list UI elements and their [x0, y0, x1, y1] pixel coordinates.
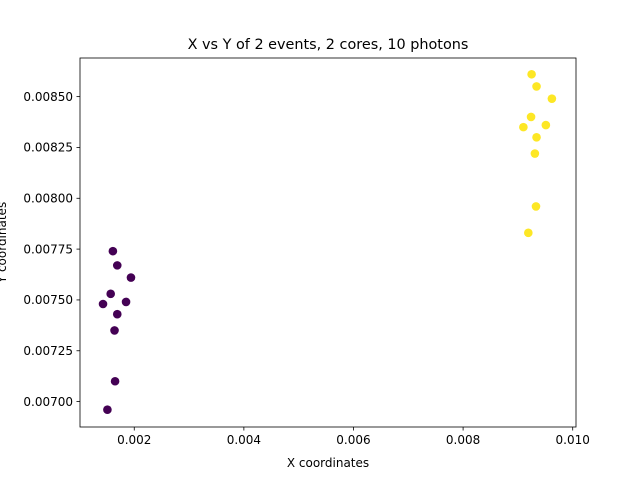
x-tick-label: 0.010	[556, 433, 590, 447]
ticks-layer: 0.002 0.004 0.006 0.008 0.010 0.00700 0.00725 0…	[23, 90, 590, 447]
scatter-point-1	[98, 299, 108, 309]
x-tick-label: 0.006	[336, 433, 370, 447]
x-tick-label: 0.004	[227, 433, 261, 447]
scatter-point-1	[106, 289, 115, 299]
scatter-point-2	[524, 228, 533, 238]
scatter-point-1	[110, 326, 119, 335]
y-tick-label: 0.00725	[23, 344, 73, 358]
scatter-point-1	[103, 405, 112, 415]
scatter-point-2	[527, 69, 536, 79]
y-tick-label: 0.00800	[23, 191, 73, 205]
plot-area-frame	[79, 57, 577, 428]
y-tick-label: 0.00775	[23, 242, 73, 256]
y-axis-label: Y coordinates	[0, 202, 9, 284]
scatter-point-1	[112, 309, 122, 319]
points-layer	[98, 69, 557, 415]
scatter-point-1	[121, 297, 131, 307]
scatter-point-2	[519, 122, 528, 132]
scatter-point-1	[126, 273, 136, 282]
scatter-point-1	[110, 376, 120, 386]
scatter-point-1	[112, 261, 122, 270]
x-tick-label: 0.008	[446, 433, 480, 447]
x-axis-label: X coordinates	[287, 456, 369, 470]
scatter-point-2	[531, 202, 541, 211]
y-tick-label: 0.00750	[23, 293, 73, 307]
scatter-point-2	[547, 94, 557, 103]
y-tick-label: 0.00700	[23, 395, 73, 409]
y-tick-label: 0.00825	[23, 141, 73, 155]
scatter-point-2	[541, 120, 551, 130]
scatter-point-2	[532, 82, 541, 91]
y-tick-label: 0.00850	[23, 90, 73, 104]
scatter-point-1	[108, 246, 118, 256]
scatter-point-2	[532, 132, 541, 142]
scatter-point-2	[526, 112, 536, 122]
scatter-point-2	[530, 149, 540, 158]
x-tick-label: 0.002	[117, 433, 151, 447]
chart-title: X vs Y of 2 events, 2 cores, 10 photons	[188, 37, 469, 53]
